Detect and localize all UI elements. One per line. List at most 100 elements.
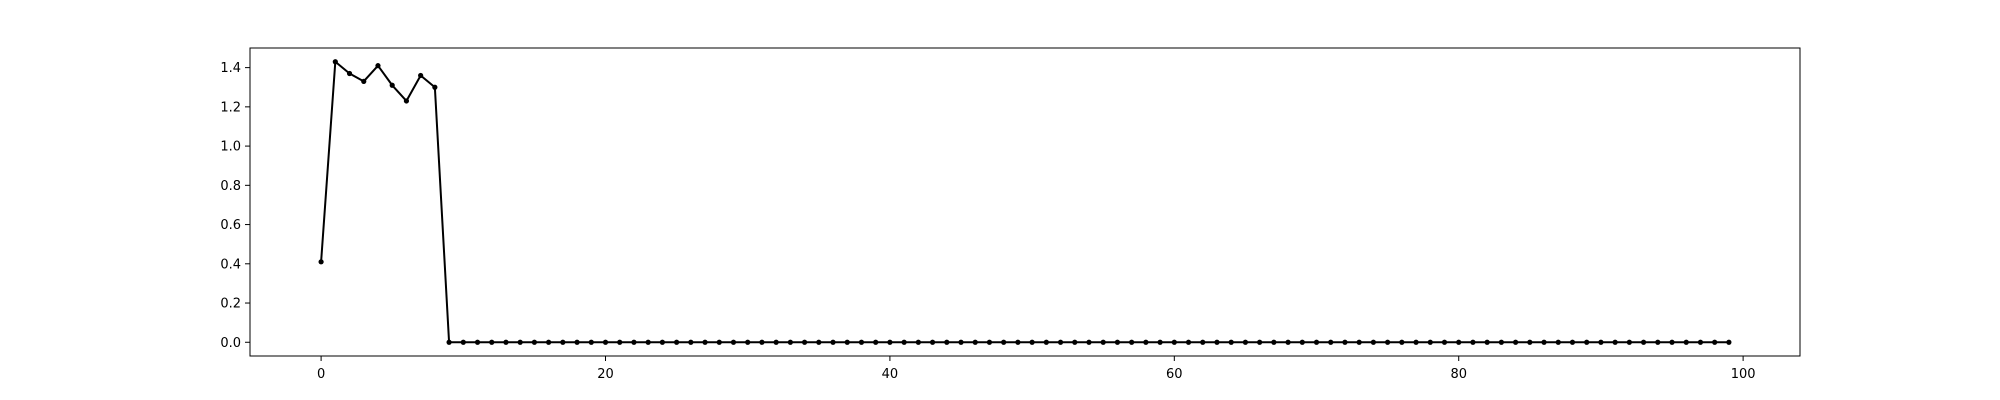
data-point	[986, 339, 993, 345]
data-point	[787, 339, 793, 345]
data-point	[1385, 339, 1391, 345]
data-point	[944, 339, 950, 345]
x-tick-label: 20	[597, 367, 614, 382]
data-point	[730, 339, 737, 345]
data-point	[1015, 339, 1021, 345]
data-point	[1086, 339, 1092, 345]
x-tick-label: 40	[882, 367, 899, 382]
data-point	[1655, 339, 1661, 345]
data-point	[460, 339, 466, 345]
data-point	[1242, 339, 1249, 345]
data-point	[361, 78, 367, 84]
data-point	[887, 339, 893, 345]
data-point	[929, 339, 936, 345]
data-point	[1100, 339, 1106, 345]
data-point	[1541, 339, 1547, 345]
data-point	[1598, 339, 1604, 345]
x-tick-label: 100	[1731, 367, 1756, 382]
data-point	[645, 339, 651, 345]
data-point	[1456, 339, 1462, 345]
data-point	[816, 339, 822, 345]
data-point	[1512, 339, 1519, 345]
data-point	[1555, 339, 1561, 345]
data-point	[375, 63, 381, 69]
x-tick-label: 60	[1166, 367, 1183, 382]
data-point	[546, 339, 552, 345]
data-point	[674, 339, 680, 345]
data-point	[560, 339, 566, 345]
data-point	[503, 339, 509, 345]
data-point	[773, 339, 779, 345]
data-point	[602, 339, 609, 345]
data-point	[1640, 339, 1647, 345]
data-point	[1072, 339, 1078, 345]
data-point	[873, 339, 879, 345]
data-point	[1413, 339, 1419, 345]
data-point	[517, 339, 523, 345]
y-tick-label: 0.0	[220, 336, 241, 351]
data-point	[702, 339, 708, 345]
data-point	[446, 339, 452, 345]
data-point	[1271, 339, 1277, 345]
data-point	[389, 82, 395, 88]
data-point	[1129, 339, 1135, 345]
series-group	[318, 59, 1732, 345]
data-point	[1683, 339, 1689, 345]
data-point	[531, 339, 538, 345]
x-tick-label: 0	[317, 367, 325, 382]
data-point	[1626, 339, 1632, 345]
data-point	[1712, 339, 1718, 345]
data-point	[1228, 339, 1234, 345]
data-point	[631, 339, 637, 345]
data-point	[432, 84, 438, 90]
data-point	[1669, 339, 1675, 345]
data-point	[1257, 339, 1263, 345]
y-tick-label: 0.8	[220, 179, 241, 194]
data-point	[1697, 339, 1704, 345]
data-point	[403, 98, 410, 104]
data-point	[915, 339, 921, 345]
data-point	[958, 339, 964, 345]
data-point	[1441, 339, 1448, 345]
data-point	[1612, 339, 1618, 345]
x-tick-label: 80	[1450, 367, 1467, 382]
series-line	[320, 60, 1729, 344]
data-point	[1313, 339, 1320, 345]
data-point	[1057, 339, 1064, 345]
data-point	[659, 339, 665, 345]
y-tick-label: 0.2	[220, 297, 241, 312]
data-point	[1214, 339, 1220, 345]
data-point	[1484, 339, 1490, 345]
data-point	[346, 70, 353, 77]
data-point	[972, 339, 978, 345]
data-point	[844, 339, 850, 345]
data-point	[1399, 339, 1405, 345]
data-point	[1185, 339, 1192, 345]
data-point	[1043, 339, 1049, 345]
data-point	[489, 339, 495, 345]
data-point	[716, 339, 722, 345]
data-point	[332, 59, 338, 65]
data-point	[830, 339, 836, 345]
y-tick-label: 1.2	[220, 100, 241, 115]
data-point	[1328, 339, 1334, 345]
data-point	[1726, 339, 1732, 345]
data-point	[474, 339, 481, 345]
data-point	[1001, 339, 1007, 345]
data-point	[1569, 339, 1576, 345]
data-point	[1157, 339, 1163, 345]
data-point	[1114, 339, 1121, 345]
data-point	[801, 339, 808, 345]
y-tick-label: 1.4	[220, 61, 241, 76]
data-point	[1427, 339, 1433, 345]
y-tick-label: 1.0	[220, 140, 241, 155]
data-point	[1356, 339, 1362, 345]
plot-frame	[249, 47, 1801, 357]
data-point	[1171, 339, 1177, 345]
data-point	[1527, 339, 1533, 345]
data-point	[1299, 339, 1305, 345]
y-axis-ticks: 0.0 0.2 0.4 0.6 0.8 1.0 1.2 1.4	[220, 61, 250, 351]
data-point	[759, 339, 765, 345]
data-point	[1498, 339, 1504, 345]
